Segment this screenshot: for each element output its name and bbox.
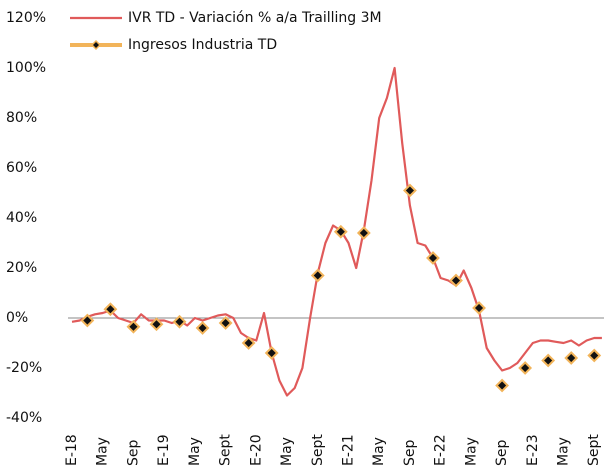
y-tick-label: -40% <box>6 410 42 426</box>
diamond-marker <box>126 319 141 334</box>
x-tick-label: Sep <box>402 440 418 467</box>
diamond-marker <box>356 226 371 240</box>
diamond-marker <box>333 224 348 239</box>
diamond-marker <box>310 268 325 283</box>
diamond-marker <box>103 302 118 317</box>
diamond-marker <box>264 346 279 360</box>
diamond-marker <box>218 316 233 330</box>
diamond-marker <box>587 348 602 363</box>
legend-label: IVR TD - Variación % a/a Trailling 3M <box>128 10 382 26</box>
diamond-marker <box>149 317 164 332</box>
diamond-marker <box>195 321 210 335</box>
x-tick-label: Sep <box>125 440 141 467</box>
x-tick-label: Sept <box>586 434 602 466</box>
diamond-marker <box>241 336 256 350</box>
y-tick-label: 20% <box>6 260 37 276</box>
y-tick-label: 60% <box>6 160 37 176</box>
x-tick-label: E-20 <box>248 434 264 466</box>
x-tick-label: E-18 <box>64 434 80 466</box>
diamond-marker <box>564 351 579 365</box>
x-tick-label: E-19 <box>156 434 172 466</box>
x-tick-label: E-21 <box>340 434 356 466</box>
diamond-marker <box>495 378 509 393</box>
x-tick-label: May <box>95 437 111 466</box>
diamond-marker <box>403 183 417 198</box>
diamond-marker <box>80 313 95 328</box>
x-tick-label: May <box>463 437 479 466</box>
diamond-marker <box>518 361 533 375</box>
y-tick-label: 100% <box>6 60 46 76</box>
x-tick-label: Sept <box>218 434 234 466</box>
x-tick-label: May <box>187 437 203 466</box>
x-tick-label: E-23 <box>525 434 541 466</box>
y-tick-label: 80% <box>6 110 37 126</box>
legend-label: Ingresos Industria TD <box>128 37 277 53</box>
legend-marker <box>90 39 102 51</box>
x-tick-label: May <box>556 437 572 466</box>
y-tick-label: 40% <box>6 210 37 226</box>
diamond-marker <box>172 314 187 329</box>
y-tick-label: 120% <box>6 10 46 26</box>
y-tick-label: 0% <box>6 310 28 326</box>
x-tick-label: May <box>279 437 295 466</box>
x-tick-label: Sept <box>310 434 326 466</box>
diamond-marker <box>541 353 556 368</box>
x-tick-label: Sep <box>494 440 510 466</box>
x-tick-label: May <box>371 437 387 466</box>
diamond-marker <box>472 301 486 315</box>
diamond-marker <box>449 273 463 288</box>
x-tick-label: E-22 <box>433 434 449 466</box>
diamond-marker <box>426 251 440 265</box>
series-line <box>71 66 602 397</box>
y-tick-label: -20% <box>6 360 42 376</box>
